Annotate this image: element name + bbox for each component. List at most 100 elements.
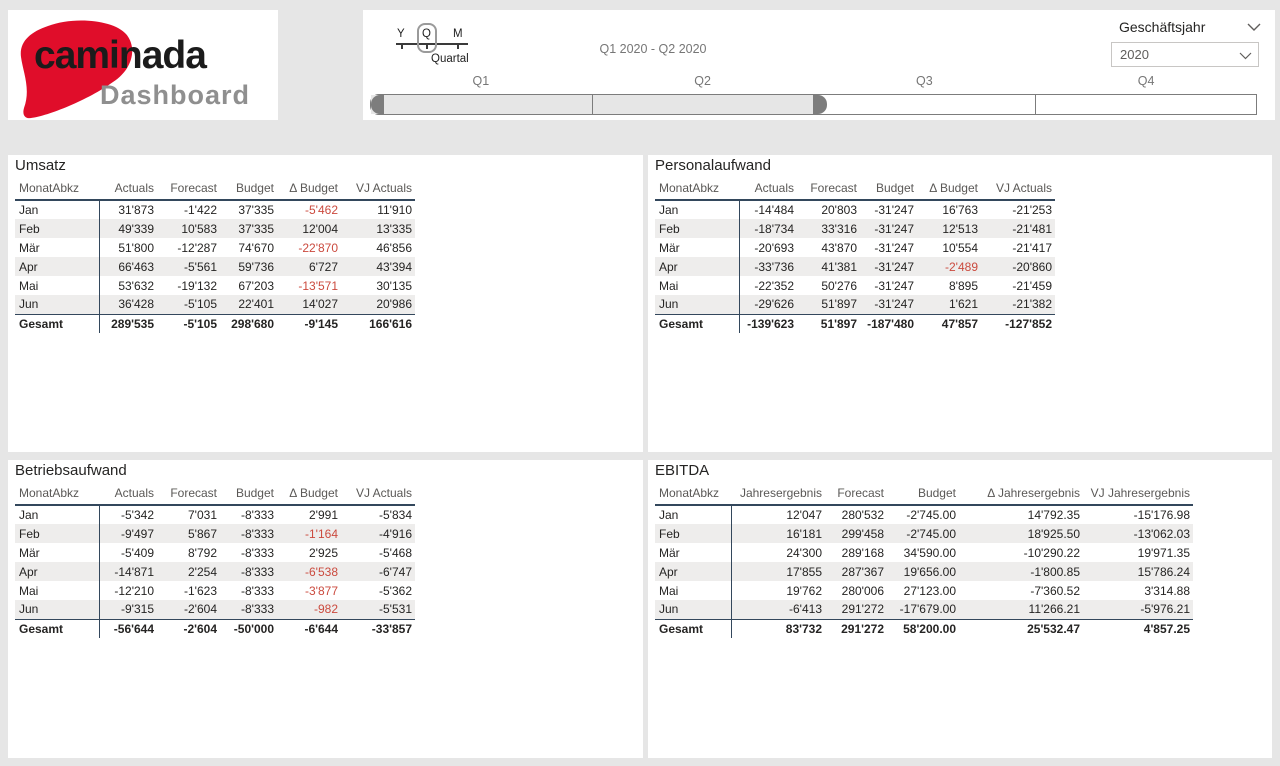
personalaufwand-table: MonatAbkz Actuals Forecast Budget Δ Budget VJ… [655, 179, 1055, 333]
year-dropdown[interactable]: 2020 [1111, 42, 1259, 67]
column-header[interactable]: VJ Actuals [341, 484, 415, 506]
granularity-quarter-button[interactable]: Q [422, 28, 431, 40]
month-cell: Feb [655, 524, 732, 543]
column-header[interactable]: MonatAbkz [15, 179, 99, 201]
slider-handle-start[interactable] [371, 95, 384, 114]
brand-name: caminada [34, 34, 207, 77]
column-header[interactable]: Budget [860, 179, 917, 201]
column-header[interactable]: Forecast [157, 484, 220, 506]
total-value-cell: -127'852 [981, 313, 1055, 333]
value-cell: -2'745.00 [906, 508, 956, 522]
total-value-cell: -5'105 [157, 313, 220, 333]
granularity-toggle: Y Q M Quartal [393, 22, 503, 72]
value-cell: -5'462 [305, 203, 338, 217]
column-header[interactable]: Δ Budget [917, 179, 981, 201]
column-header[interactable]: Forecast [157, 179, 220, 201]
value-cell: -14'484 [754, 203, 794, 217]
betriebsaufwand-panel: Betriebsaufwand MonatAbkz Actuals Forecast… [8, 460, 643, 758]
column-header[interactable]: Δ Budget [277, 484, 341, 506]
value-cell: -6'747 [341, 562, 415, 581]
value-cell: -8'333 [241, 508, 274, 522]
value-cell: 299'458 [825, 524, 887, 543]
column-header[interactable]: Actuals [739, 179, 797, 201]
slider-segment-q1[interactable] [371, 95, 592, 114]
value-cell: 51'897 [797, 295, 860, 314]
value-cell: 27'123.00 [903, 583, 956, 598]
total-label-cell: Gesamt [655, 618, 732, 638]
panel-title: Personalaufwand [655, 157, 771, 174]
slider-segment-q3[interactable] [813, 95, 1035, 114]
column-header[interactable]: Forecast [825, 484, 887, 506]
value-cell: -8'333 [241, 583, 274, 598]
value-cell: -31'247 [874, 278, 914, 293]
value-cell: 17'855 [731, 562, 825, 581]
value-cell: -21'382 [981, 295, 1055, 314]
table-row: Jan -14'484 20'803 -31'247 16'763 -21'253 [655, 200, 1055, 219]
quarter-label: Q3 [916, 74, 933, 88]
column-header[interactable]: Jahresergebnis [731, 484, 825, 506]
granularity-month-button[interactable]: M [453, 28, 463, 40]
table-row: Mär -20'693 43'870 -31'247 10'554 -21'417 [655, 238, 1055, 257]
column-header[interactable]: MonatAbkz [655, 484, 731, 506]
column-header[interactable]: Δ Jahresergebnis [959, 484, 1083, 506]
value-cell: 53'632 [118, 278, 154, 293]
column-header[interactable]: Budget [220, 484, 277, 506]
slider-segment-q2[interactable] [591, 95, 813, 114]
table-row: Jan -5'342 7'031 -8'333 2'991 -5'834 [15, 505, 415, 524]
column-header[interactable]: Δ Budget [277, 179, 341, 201]
column-header[interactable]: VJ Actuals [981, 179, 1055, 201]
granularity-label: Quartal [431, 53, 469, 65]
value-cell: 31'873 [118, 203, 154, 217]
granularity-selected-outline [417, 23, 437, 53]
value-cell: -31'247 [860, 295, 917, 314]
value-cell: -5'561 [157, 257, 220, 276]
granularity-year-button[interactable]: Y [397, 28, 405, 40]
slider-handle-end[interactable] [812, 95, 827, 114]
table-row: Mär -5'409 8'792 -8'333 2'925 -5'468 [15, 543, 415, 562]
table-row: Feb 16'181 299'458 -2'745.00 18'925.50 -13'06… [655, 524, 1193, 543]
table-row: Jun -9'315 -2'604 -8'333 -982 -5'531 [15, 600, 415, 619]
total-value-cell: 298'680 [220, 313, 277, 333]
month-cell: Mai [655, 276, 740, 295]
value-cell: -9'497 [99, 524, 157, 543]
value-cell: -5'531 [341, 600, 415, 619]
chevron-down-icon[interactable] [1247, 23, 1261, 32]
column-header[interactable]: MonatAbkz [655, 179, 739, 201]
column-header[interactable]: VJ Actuals [341, 179, 415, 201]
value-cell: -2'745.00 [887, 524, 959, 543]
value-cell: 1'621 [917, 295, 981, 314]
column-header[interactable]: Budget [887, 484, 959, 506]
chevron-down-icon [1239, 52, 1252, 60]
timeline-slider-track[interactable] [370, 94, 1257, 115]
column-header[interactable]: Actuals [99, 484, 157, 506]
value-cell: 12'004 [277, 219, 341, 238]
total-value-cell: -139'623 [739, 313, 797, 333]
value-cell: -8'333 [220, 524, 277, 543]
value-cell: -33'736 [739, 257, 797, 276]
value-cell: -13'571 [298, 278, 338, 293]
column-header[interactable]: Actuals [99, 179, 157, 201]
total-value-cell: 289'535 [99, 313, 157, 333]
value-cell: -5'976.21 [1083, 600, 1193, 619]
value-cell: 14'792.35 [1027, 508, 1080, 522]
table-row: Mär 51'800 -12'287 74'670 -22'870 46'856 [15, 238, 415, 257]
table-row: Feb 49'339 10'583 37'335 12'004 13'335 [15, 219, 415, 238]
column-header[interactable]: MonatAbkz [15, 484, 99, 506]
value-cell: -4'916 [341, 524, 415, 543]
value-cell: 8'792 [188, 545, 217, 560]
column-header[interactable]: VJ Jahresergebnis [1083, 484, 1193, 506]
month-cell: Jan [655, 505, 732, 524]
value-cell: 280'532 [841, 508, 884, 522]
column-header[interactable]: Forecast [797, 179, 860, 201]
value-cell: 289'168 [841, 545, 884, 560]
value-cell: 2'925 [309, 545, 338, 560]
column-header[interactable]: Budget [220, 179, 277, 201]
slider-segment-q4[interactable] [1034, 95, 1257, 114]
value-cell: -1'623 [184, 583, 217, 598]
total-value-cell: 4'857.25 [1083, 618, 1193, 638]
table-row: Mär 24'300 289'168 34'590.00 -10'290.22 19'97… [655, 543, 1193, 562]
value-cell: -21'481 [981, 219, 1055, 238]
total-value-cell: 51'897 [797, 313, 860, 333]
value-cell: -10'290.22 [1023, 545, 1080, 560]
year-slicer-title: Geschäftsjahr [1119, 19, 1206, 35]
